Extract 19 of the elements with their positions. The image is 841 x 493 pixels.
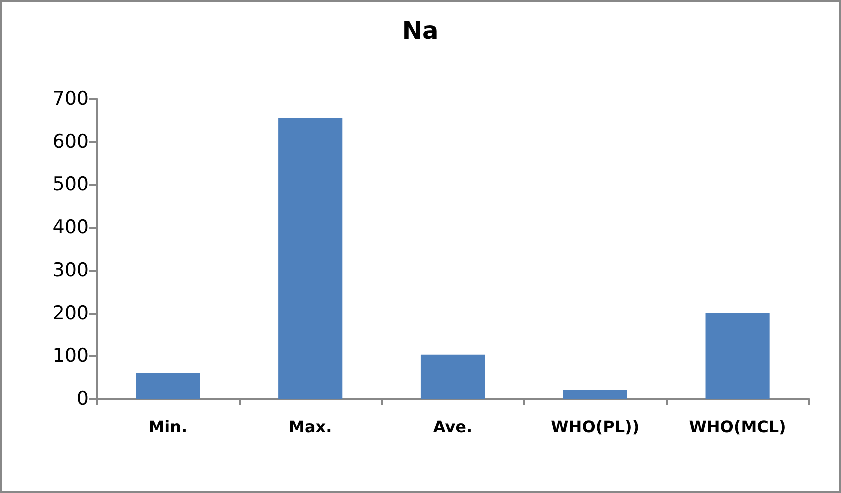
y-tick-label: 600 (52, 130, 89, 153)
y-tick-label: 100 (52, 345, 89, 368)
bar (278, 118, 343, 399)
chart-title: Na (402, 17, 439, 45)
x-tick-label: WHO(MCL) (689, 418, 786, 436)
x-tick-label: WHO(PL)) (551, 418, 640, 436)
bar (706, 313, 770, 399)
x-tick-label: Min. (148, 418, 188, 436)
y-tick-label: 0 (76, 388, 89, 410)
y-tick-label: 700 (52, 88, 89, 110)
bar (136, 373, 200, 399)
y-tick-label: 200 (52, 302, 89, 324)
y-tick-label: 400 (52, 216, 89, 239)
x-tick-label: Max. (289, 418, 332, 436)
bar (563, 390, 628, 399)
bar (420, 354, 486, 399)
y-tick-label: 300 (52, 259, 89, 282)
x-tick-label: Ave. (433, 418, 473, 436)
y-tick-label: 500 (52, 174, 89, 196)
